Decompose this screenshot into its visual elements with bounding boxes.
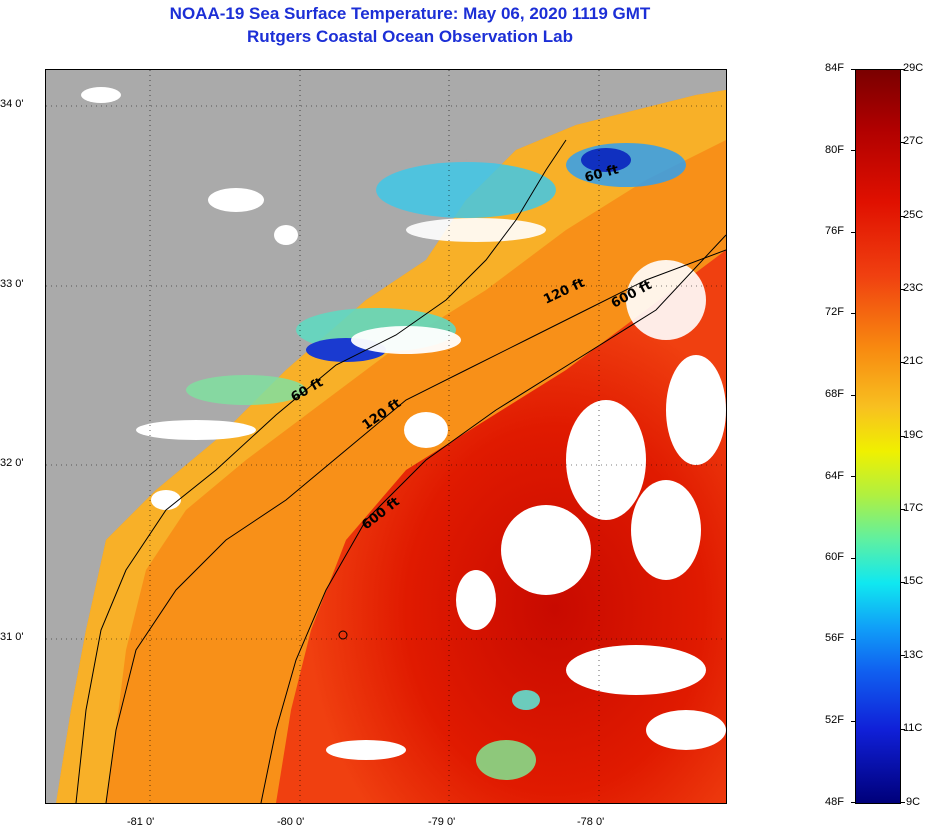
station-marker [338,630,348,640]
colorbar-tick-f [851,231,856,233]
colorbar-label-68f: 68F [825,388,844,400]
colorbar-label-25c: 25C [903,209,924,221]
colorbar-tick-f [851,394,856,396]
colorbar-tick-f [851,150,856,152]
colorbar-tick-c [900,655,905,657]
graticule [46,70,726,803]
lat-label-33: 33 0' [0,278,24,290]
colorbar-tick-f [851,557,856,559]
colorbar-label-84f: 84F [825,62,844,74]
colorbar-tick-c [900,288,905,290]
colorbar-label-11c: 11C [903,722,923,734]
lon-label-80: -80 0' [277,816,305,828]
colorbar-tick-f [851,802,856,803]
colorbar-tick-c [900,508,905,510]
sst-map: 60 ft 120 ft 600 ft 60 ft 120 ft 600 ft [45,69,727,804]
colorbar-tick-f [851,476,856,478]
lat-label-34: 34 0' [0,98,24,110]
colorbar-label-29c: 29C [903,62,924,74]
colorbar-label-27c: 27C [903,135,924,147]
colorbar-tick-c [900,215,905,217]
temperature-colorbar [855,69,901,804]
cold-water-patches [186,143,686,780]
colorbar-label-64f: 64F [825,470,844,482]
map-subtitle: Rutgers Coastal Ocean Observation Lab [247,27,573,46]
colorbar-tick-f [851,69,856,70]
colorbar-tick-c [900,142,905,144]
sst-map-graphic: 60 ft 120 ft 600 ft 60 ft 120 ft 600 ft [46,70,726,803]
colorbar-tick-f [851,639,856,641]
colorbar-label-72f: 72F [825,306,844,318]
colorbar-label-52f: 52F [825,714,844,726]
colorbar-tick-c [900,582,905,584]
colorbar-label-76f: 76F [825,225,844,237]
colorbar-tick-f [851,720,856,722]
lat-label-32: 32 0' [0,457,24,469]
colorbar-tick-c [900,802,905,803]
colorbar-label-80f: 80F [825,144,844,156]
colorbar-label-48f: 48F [825,796,844,808]
colorbar-label-17c: 17C [903,502,924,514]
lon-label-78: -78 0' [577,816,605,828]
lon-label-79: -79 0' [428,816,456,828]
land-mass [46,70,636,803]
colorbar-tick-c [900,435,905,437]
colorbar-tick-c [900,362,905,364]
colorbar-label-60f: 60F [825,551,844,563]
map-title: NOAA-19 Sea Surface Temperature: May 06,… [169,4,651,23]
colorbar-tick-c [900,728,905,730]
colorbar-label-56f: 56F [825,632,844,644]
colorbar-label-23c: 23C [903,282,924,294]
depth-contours [75,139,726,803]
colorbar-tick-c [900,69,905,70]
lon-label-81: -81 0' [127,816,155,828]
lat-label-31: 31 0' [0,631,24,643]
colorbar-label-19c: 19C [903,429,924,441]
colorbar-label-13c: 13C [903,649,924,661]
colorbar-tick-f [851,313,856,315]
colorbar-label-21c: 21C [903,355,924,367]
colorbar-label-9c: 9C [906,796,921,808]
colorbar-label-15c: 15C [903,575,924,587]
